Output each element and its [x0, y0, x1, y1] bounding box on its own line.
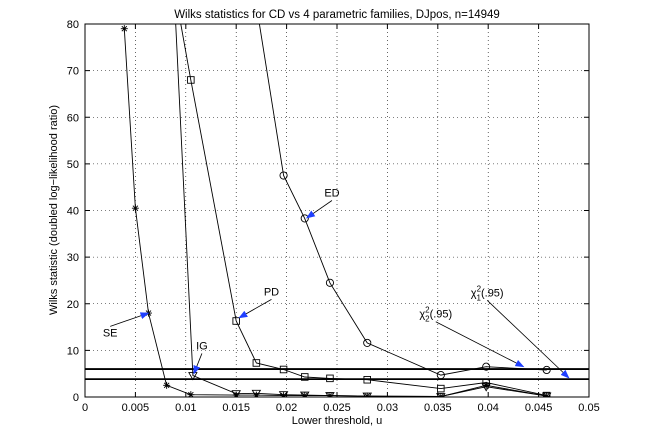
- triangle-down-marker: [436, 393, 446, 397]
- y-tick-label: 40: [67, 206, 79, 218]
- triangle-down-marker: [325, 392, 335, 397]
- x-tick-label: 0.02: [276, 402, 297, 414]
- annotation-arrow: [238, 299, 272, 319]
- annotation-arrow: [193, 353, 203, 375]
- triangle-down-marker: [299, 391, 310, 397]
- series-line-se: [123, 28, 547, 397]
- y-tick-label: 0: [73, 392, 79, 404]
- y-axis-label: Wilks statistic (doubled log−likelihood …: [48, 105, 60, 315]
- y-tick-label: 10: [67, 345, 79, 357]
- annotation-arrow: [486, 300, 570, 379]
- circle-marker: [436, 371, 445, 380]
- x-axis-label: Lower threshold, u: [292, 415, 383, 427]
- square-marker: [482, 378, 490, 387]
- star-marker: [301, 392, 309, 397]
- axes: 0 0.005 0.01 0.015 0.02 0.025 0.03 0.035 0.04 0.0…: [67, 19, 600, 414]
- annotation-label: IG: [196, 340, 208, 352]
- series-ig: [175, 24, 552, 397]
- y-tick-label: 70: [67, 66, 79, 78]
- star-marker: [120, 25, 128, 33]
- x-tick-label: 0.035: [424, 402, 452, 414]
- x-tick-label: 0.01: [175, 402, 196, 414]
- annotations: ED PD SE IG χ2 2(.95) χ2 1(.95): [103, 188, 570, 379]
- star-marker: [252, 391, 260, 397]
- y-tick-label: 20: [67, 299, 79, 311]
- square-marker: [252, 359, 261, 367]
- star-marker: [280, 392, 288, 397]
- circle-marker: [542, 365, 551, 375]
- square-marker: [437, 384, 445, 393]
- series-ed: [258, 24, 551, 380]
- square-marker: [542, 391, 551, 397]
- reference-lines: [85, 368, 589, 380]
- annotation-label: PD: [264, 286, 279, 298]
- triangle-down-marker: [188, 372, 198, 381]
- annotation-label: χ2 1(.95): [471, 284, 504, 302]
- annotation-arrow: [305, 200, 333, 219]
- x-tick-label: 0.015: [222, 402, 250, 414]
- star-marker: [187, 391, 195, 397]
- circle-marker: [325, 278, 334, 287]
- series-line-pd: [180, 24, 547, 397]
- x-tick-label: 0.045: [525, 402, 553, 414]
- triangle-down-marker: [251, 389, 262, 397]
- circle-marker: [363, 338, 372, 347]
- x-tick-label: 0.03: [377, 402, 398, 414]
- annotation-label: ED: [324, 188, 339, 200]
- y-tick-label: 80: [67, 19, 79, 31]
- grid: [85, 24, 589, 397]
- circle-marker: [279, 171, 288, 180]
- y-tick-label: 30: [67, 252, 79, 264]
- y-tick-label: 50: [67, 159, 79, 171]
- square-marker: [187, 76, 195, 84]
- square-marker: [363, 375, 371, 384]
- annotation-arrow: [110, 312, 150, 327]
- series-pd: [180, 24, 551, 397]
- star-marker: [482, 381, 490, 389]
- star-marker: [232, 391, 240, 397]
- annotation-arrow: [435, 321, 525, 368]
- star-marker: [131, 204, 139, 212]
- circle-marker: [482, 362, 491, 371]
- triangle-down-marker: [481, 383, 491, 392]
- annotation-label: SE: [103, 327, 118, 339]
- x-tick-label: 0.05: [578, 402, 599, 414]
- x-tick-label: 0.025: [323, 402, 351, 414]
- square-marker: [279, 365, 288, 374]
- x-tick-label: 0: [82, 402, 88, 414]
- x-tick-label: 0.005: [122, 402, 150, 414]
- annotation-label: χ2 2(.95): [419, 306, 452, 324]
- square-marker: [300, 373, 309, 381]
- triangle-down-marker: [231, 390, 241, 397]
- x-tick-label: 0.04: [477, 402, 498, 414]
- series-group: [120, 24, 552, 397]
- square-marker: [232, 317, 240, 325]
- series-line-ig: [175, 24, 547, 397]
- star-marker: [163, 381, 171, 389]
- plot-frame: [84, 23, 590, 398]
- triangle-down-marker: [278, 391, 289, 397]
- chart-title: Wilks statistics for CD vs 4 parametric …: [174, 9, 500, 21]
- y-tick-label: 60: [67, 112, 79, 124]
- series-line-ed: [258, 24, 547, 376]
- square-marker: [326, 374, 334, 383]
